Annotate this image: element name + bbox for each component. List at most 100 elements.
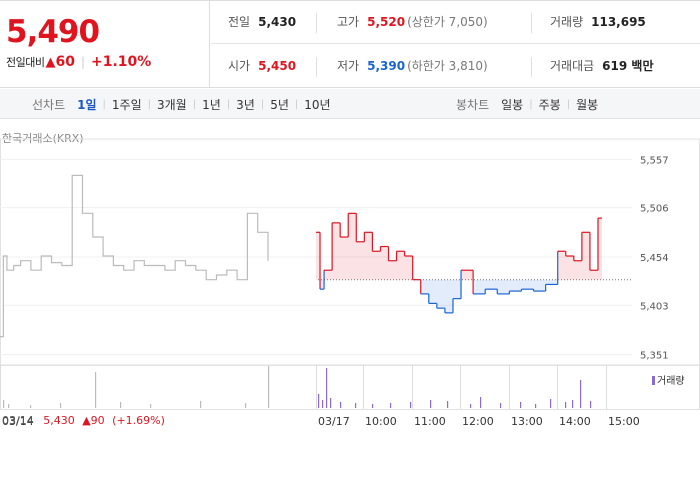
area-fill [485, 279, 498, 290]
volume-bar [120, 402, 122, 408]
volume-bar [355, 403, 357, 408]
change-percent: +1.10% [91, 54, 152, 70]
area-fill [356, 241, 365, 280]
volume-bar [470, 404, 472, 408]
period-5y[interactable]: 5년 [270, 97, 289, 112]
area-fill [573, 260, 582, 280]
line-chart-title: 선차트 [32, 97, 66, 112]
area-fill [388, 260, 397, 280]
x-tick-label: 14:00 [559, 415, 591, 428]
change-row: 전일대비 ▲ 60 | +1.10% [6, 54, 151, 70]
period-1y[interactable]: 1년 [202, 97, 221, 112]
candle-daily[interactable]: 일봉 [501, 97, 524, 112]
chart-toolbar: 선차트 1일 | 1주일 | 3개월 | 1년 | 3년 | 5년 | 10년 … [0, 89, 700, 119]
volume-bar [410, 402, 412, 408]
prev-day-change: ▲90 [82, 414, 105, 427]
area-fill [589, 270, 598, 280]
area-fill [497, 279, 510, 294]
volume-bar [322, 400, 324, 408]
volume-bar [565, 402, 567, 408]
period-1w[interactable]: 1주일 [111, 97, 142, 112]
volume-bar [30, 405, 32, 408]
area-fill [404, 256, 413, 280]
y-tick-label: 5,506 [640, 204, 669, 215]
period-10y[interactable]: 10년 [304, 97, 331, 112]
area-fill [340, 237, 349, 280]
prev-day-info: 03/14 5,430 ▲90 (+1.69%) [2, 414, 165, 427]
area-fill [396, 251, 405, 280]
prev-day-line [0, 174, 269, 338]
up-triangle-icon: ▲ [45, 54, 56, 70]
area-fill [557, 251, 566, 280]
area-fill [320, 279, 325, 290]
x-tick-label: 03/17 [318, 415, 350, 428]
prev-close: 전일 5,430 [228, 15, 297, 29]
divider: | [80, 55, 86, 69]
area-fill [565, 256, 574, 280]
area-fill [581, 232, 590, 280]
area-fill [473, 279, 486, 294]
y-tick-label: 5,351 [640, 351, 669, 362]
volume-bar [150, 404, 152, 408]
y-tick-label: 5,557 [640, 155, 669, 166]
volume-bar [580, 380, 582, 408]
price-summary: 5,490 전일대비 ▲ 60 | +1.10% [0, 1, 210, 88]
area-fill [545, 279, 558, 285]
prev-day-pct: (+1.69%) [112, 414, 165, 427]
period-3m[interactable]: 3개월 [156, 97, 187, 112]
day-low: 저가 5,390 (하한가 3,810) [337, 59, 488, 73]
volume-bar [430, 400, 432, 408]
x-tick-label: 12:00 [462, 415, 494, 428]
prev-day-price: 5,430 [43, 414, 75, 427]
area-fill [452, 279, 462, 299]
change-value: 60 [55, 54, 75, 70]
prev-day-date: 03/14 [2, 414, 34, 427]
area-fill [332, 222, 341, 280]
period-1d[interactable]: 1일 [77, 97, 97, 112]
volume-bar [590, 401, 592, 408]
volume-swatch [652, 376, 655, 385]
area-fill [509, 279, 522, 292]
area-fill [324, 270, 333, 280]
area-fill [436, 279, 445, 309]
volume-bar [245, 403, 247, 408]
area-fill [598, 218, 602, 280]
area-fill [420, 279, 429, 294]
volume-bar [520, 402, 522, 408]
volume-bar [60, 403, 62, 408]
area-fill [428, 279, 437, 304]
area-fill [348, 213, 357, 280]
quote-header: 5,490 전일대비 ▲ 60 | +1.10% 전일 5,430 고가 5,520… [0, 0, 700, 88]
trade-amount: 거래대금 619 백만 [550, 59, 654, 73]
change-label: 전일대비 [6, 56, 45, 69]
volume-bar [268, 366, 270, 408]
volume-bar [3, 400, 5, 408]
area-fill [533, 279, 546, 292]
volume-bar [550, 399, 552, 408]
volume: 거래량 113,695 [550, 15, 646, 29]
divider [316, 57, 317, 77]
area-fill [521, 279, 534, 290]
candle-chart-title: 봉차트 [456, 97, 490, 112]
volume-bar [390, 403, 392, 408]
volume-bar [330, 398, 332, 408]
area-fill [461, 270, 474, 280]
volume-bar [340, 402, 342, 408]
stats-row-2: 시가 5,450 저가 5,390 (하한가 3,810) 거래대금 619 백만 [211, 45, 700, 88]
volume-bar [447, 401, 449, 408]
volume-bar [535, 404, 537, 408]
x-tick-label: 13:00 [511, 415, 543, 428]
x-tick-label: 11:00 [414, 415, 446, 428]
period-3y[interactable]: 3년 [236, 97, 255, 112]
day-high: 고가 5,520 (상한가 7,050) [337, 15, 488, 29]
area-fill [444, 279, 453, 313]
divider [531, 13, 532, 33]
volume-bar [326, 368, 328, 408]
candle-chart-periods: 봉차트 일봉 | 주봉 | 월봉 [456, 97, 599, 112]
candle-weekly[interactable]: 주봉 [538, 97, 561, 112]
current-price: 5,490 [6, 14, 100, 50]
stats-row-1: 전일 5,430 고가 5,520 (상한가 7,050) 거래량 113,695 [211, 1, 700, 44]
candle-monthly[interactable]: 월봉 [576, 97, 599, 112]
volume-bar [200, 401, 202, 408]
